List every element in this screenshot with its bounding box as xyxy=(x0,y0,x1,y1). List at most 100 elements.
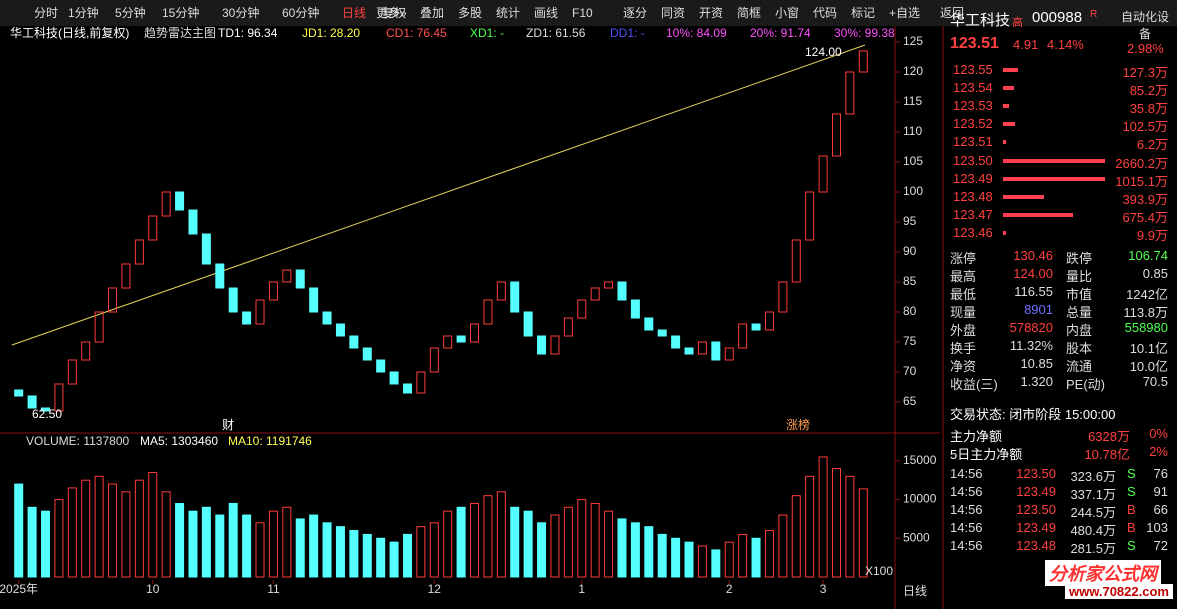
candle-body xyxy=(295,269,305,289)
tick-side: S xyxy=(1127,538,1136,553)
candle-body xyxy=(523,311,533,337)
y-tick-label: 95 xyxy=(903,214,917,228)
tool-button[interactable]: 简框 xyxy=(737,6,761,20)
period-tab[interactable]: 分时 xyxy=(34,6,58,20)
y-tick-label: 65 xyxy=(903,394,917,408)
volume-bar xyxy=(456,506,466,578)
stat-value: 113.8万 xyxy=(1123,305,1168,320)
candle-body xyxy=(54,383,64,412)
book-bar xyxy=(1003,86,1014,90)
candle-body xyxy=(443,335,453,349)
candle-body xyxy=(818,155,828,193)
x-tick-label: 12 xyxy=(428,582,442,596)
y-tick-label: 80 xyxy=(903,304,917,318)
volume-bar xyxy=(416,526,426,578)
tick-price: 123.49 xyxy=(1016,520,1056,535)
volume-bar xyxy=(671,537,681,578)
period-tab[interactable]: 更多» xyxy=(376,6,407,20)
candle-body xyxy=(376,359,386,373)
candle-body xyxy=(496,281,506,301)
tick-volume: 244.5万 xyxy=(1070,505,1116,520)
annotation: 124.00 xyxy=(805,45,842,59)
volume-bar xyxy=(295,518,305,578)
candle-body xyxy=(858,50,868,73)
candle-body xyxy=(751,323,761,331)
y-tick-label: 15000 xyxy=(903,453,937,467)
period-tab[interactable]: 1分钟 xyxy=(68,5,99,20)
volume-bar xyxy=(389,541,399,578)
book-volume: 102.5万 xyxy=(1122,119,1168,134)
book-bar xyxy=(1003,231,1006,235)
candle-body xyxy=(764,311,774,331)
candle-body xyxy=(778,281,788,313)
flow-pct: 2% xyxy=(1149,444,1168,459)
stat-label: 跌停 xyxy=(1066,251,1093,266)
toolbar-bg xyxy=(0,0,1177,26)
tick-side: B xyxy=(1127,502,1136,517)
candle-body xyxy=(41,407,51,412)
candle-body xyxy=(483,299,493,325)
tool-button[interactable]: 同资 xyxy=(661,6,685,20)
stat-value: 1.320 xyxy=(1020,374,1053,389)
volume-bar xyxy=(831,468,841,578)
stat-label: 总量 xyxy=(1066,305,1093,320)
stock-code: 000988 xyxy=(1032,9,1083,26)
period-tab[interactable]: 30分钟 xyxy=(222,5,259,20)
stat-label: 流通 xyxy=(1066,359,1093,374)
stat-value: 116.55 xyxy=(1014,284,1053,299)
tool-button[interactable]: 画线 xyxy=(534,6,558,20)
period-tab[interactable]: 15分钟 xyxy=(162,5,199,20)
period-tab[interactable]: 5分钟 xyxy=(115,5,146,20)
indicator-label: ZD1: 61.56 xyxy=(526,26,586,40)
indicator-label: DD1: - xyxy=(610,26,645,40)
y-tick-label: 125 xyxy=(903,34,923,48)
stat-value: 10.85 xyxy=(1020,356,1053,371)
tool-button[interactable]: 统计 xyxy=(496,6,520,20)
flow-value: 6328万 xyxy=(1088,429,1130,444)
volume-bar xyxy=(818,456,828,578)
tool-button[interactable]: +自选 xyxy=(889,6,920,20)
volume-bar xyxy=(242,514,252,578)
period-tab[interactable]: 日线 xyxy=(342,6,366,20)
candle-body xyxy=(791,239,801,283)
book-price: 123.55 xyxy=(953,62,993,77)
tool-button[interactable]: 小窗 xyxy=(775,6,799,20)
tool-button[interactable]: 逐分 xyxy=(623,6,647,20)
volume-bar xyxy=(537,522,547,578)
volume-bar xyxy=(845,475,855,578)
stat-value: 1242亿 xyxy=(1126,287,1168,302)
tool-button[interactable]: 标记 xyxy=(851,6,875,20)
volume-bar xyxy=(94,475,104,578)
tool-button[interactable]: 叠加 xyxy=(420,6,444,20)
unit-label: X100 xyxy=(865,564,893,578)
candle-body xyxy=(282,269,292,283)
candle-body xyxy=(577,299,587,319)
indicator-label: 20%: 91.74 xyxy=(750,26,811,40)
candle-body xyxy=(831,113,841,157)
tool-button[interactable]: F10 xyxy=(572,6,593,20)
candle-body xyxy=(537,335,547,355)
x-tick-label: 2025年 xyxy=(0,582,38,596)
tool-button[interactable]: 开资 xyxy=(699,6,723,20)
book-volume: 393.9万 xyxy=(1122,192,1168,207)
stat-label: 收益(三) xyxy=(950,377,998,392)
volume-bar xyxy=(349,530,359,578)
stat-value: 0.85 xyxy=(1142,266,1168,281)
candle-body xyxy=(67,359,77,385)
book-volume: 6.2万 xyxy=(1136,137,1168,152)
period-tab[interactable]: 60分钟 xyxy=(282,5,319,20)
tool-button[interactable]: 多股 xyxy=(458,6,482,20)
volume-bar xyxy=(738,533,748,578)
stat-value: 130.46 xyxy=(1013,248,1053,263)
tool-button[interactable]: 复权 xyxy=(382,6,406,20)
book-price: 123.51 xyxy=(953,134,993,149)
tick-count: 103 xyxy=(1146,520,1168,535)
tool-button[interactable]: 返回 xyxy=(940,6,964,20)
tool-button[interactable]: 代码 xyxy=(813,6,837,20)
stat-value: 10.0亿 xyxy=(1129,359,1168,374)
volume-bar xyxy=(751,537,761,578)
volume-bar xyxy=(550,514,560,578)
tick-side: S xyxy=(1127,466,1136,481)
book-price: 123.48 xyxy=(953,189,993,204)
